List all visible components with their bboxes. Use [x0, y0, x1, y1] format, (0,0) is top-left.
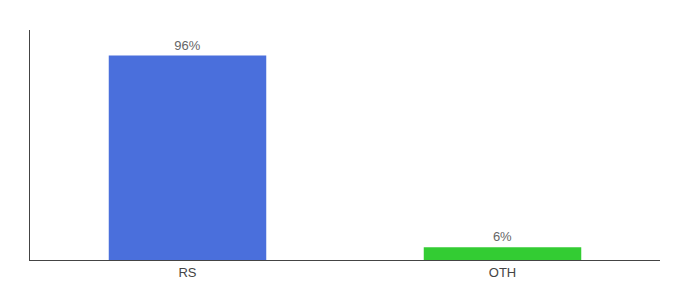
svg-text:6%: 6%	[493, 229, 512, 244]
svg-text:96%: 96%	[174, 38, 200, 53]
svg-text:RS: RS	[178, 265, 196, 280]
svg-text:OTH: OTH	[489, 265, 516, 280]
